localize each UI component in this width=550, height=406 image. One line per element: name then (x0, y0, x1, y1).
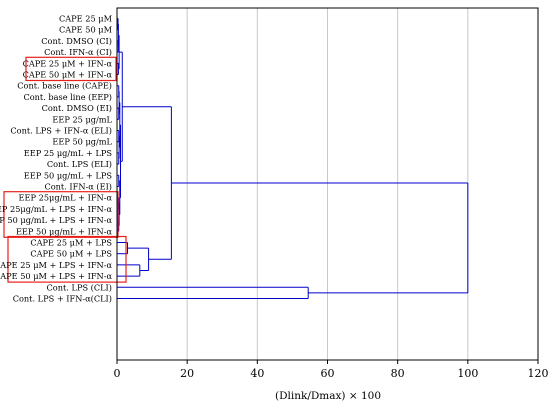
leaf-label: EEP 25μg/mL + LPS + IFN-α (0, 204, 112, 214)
leaf-label: EEP 50 μg/mL + LPS + IFN-α (0, 215, 112, 225)
leaf-label: Cont. DMSO (EI) (42, 103, 112, 113)
leaf-label: Cont. base line (CAPE) (17, 81, 112, 91)
leaf-label: EEP 25 μg/mL (52, 114, 112, 124)
x-tick-label: 0 (114, 367, 121, 380)
leaf-label: Cont. LPS + IFN-α(CLI) (13, 294, 112, 304)
leaf-label: CAPE 25 μM + LPS + IFN-α (0, 260, 112, 270)
leaf-label: EEP 50 μg/mL (52, 137, 112, 147)
x-tick-label: 40 (250, 367, 264, 380)
highlight-boxes (3, 56, 127, 283)
leaf-label: CAPE 50 μM + LPS (30, 249, 112, 259)
dendrogram-branches (117, 18, 469, 299)
highlight-box (25, 56, 117, 82)
leaf-label: EEP 25 μg/mL + LPS (24, 148, 113, 158)
x-tick-label: 20 (180, 367, 194, 380)
leaf-label: Cont. base line (EEP) (23, 92, 112, 102)
leaf-label: Cont. LPS (ELI) (47, 159, 112, 169)
x-tick-label: 60 (321, 367, 335, 380)
leaf-label: CAPE 50 μM + IFN-α (23, 70, 113, 80)
leaf-label: EEP 25μg/mL + IFN-α (19, 193, 113, 203)
highlight-box (3, 191, 119, 238)
x-axis-label: (Dlink/Dmax) × 100 (275, 390, 381, 402)
leaf-label: Cont. DMSO (CI) (41, 36, 112, 46)
leaf-label: Cont. LPS + IFN-α (ELI) (10, 126, 112, 136)
leaf-label: EEP 50 μg/mL + IFN-α (16, 226, 113, 236)
leaf-label: CAPE 50 μM + LPS + IFN-α (0, 271, 112, 281)
x-tick-label: 80 (391, 367, 405, 380)
leaf-label: CAPE 25 μM + IFN-α (23, 58, 113, 68)
x-axis-ticks: 0 20 40 60 80 100 120 (114, 360, 549, 380)
leaf-label: CAPE 25 μM + LPS (30, 238, 112, 248)
leaf-label: CAPE 50 μM (59, 25, 112, 35)
leaf-label: EEP 50 μg/mL + LPS (24, 170, 113, 180)
x-tick-label: 120 (528, 367, 549, 380)
x-tick-label: 100 (457, 367, 478, 380)
leaf-label: Cont. IFN-α (EI) (44, 182, 112, 192)
leaf-label: CAPE 25 μM (59, 14, 112, 24)
leaf-label: Cont. LPS (CLI) (47, 282, 112, 292)
grid-lines (186, 8, 469, 360)
leaf-label: Cont. IFN-α (CI) (44, 47, 112, 57)
highlight-box (7, 235, 127, 283)
